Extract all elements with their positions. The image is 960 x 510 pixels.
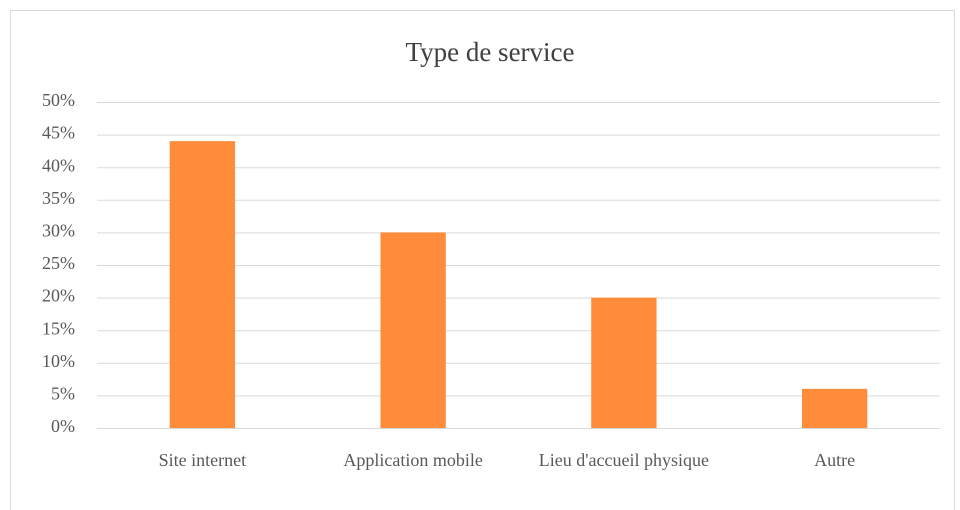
y-tick-label: 15% [42, 318, 75, 338]
chart-border [10, 10, 955, 510]
y-tick-label: 35% [42, 188, 75, 208]
x-tick-label: Autre [814, 450, 855, 470]
x-tick-label: Application mobile [343, 450, 482, 470]
chart-title: Type de service [405, 37, 574, 67]
y-tick-label: 45% [42, 123, 75, 143]
y-tick-label: 40% [42, 155, 75, 175]
y-tick-label: 50% [42, 90, 75, 110]
y-tick-label: 0% [51, 416, 75, 436]
y-tick-label: 10% [42, 351, 75, 371]
y-tick-label: 25% [42, 253, 75, 273]
y-tick-label: 5% [51, 384, 75, 404]
bar [380, 232, 446, 428]
x-tick-label: Site internet [159, 450, 246, 470]
bar [169, 141, 236, 428]
bar [591, 297, 657, 428]
x-tick-label: Lieu d'accueil physique [539, 450, 709, 470]
bar [801, 388, 868, 428]
y-tick-label: 30% [42, 221, 75, 241]
y-tick-label: 20% [42, 286, 75, 306]
